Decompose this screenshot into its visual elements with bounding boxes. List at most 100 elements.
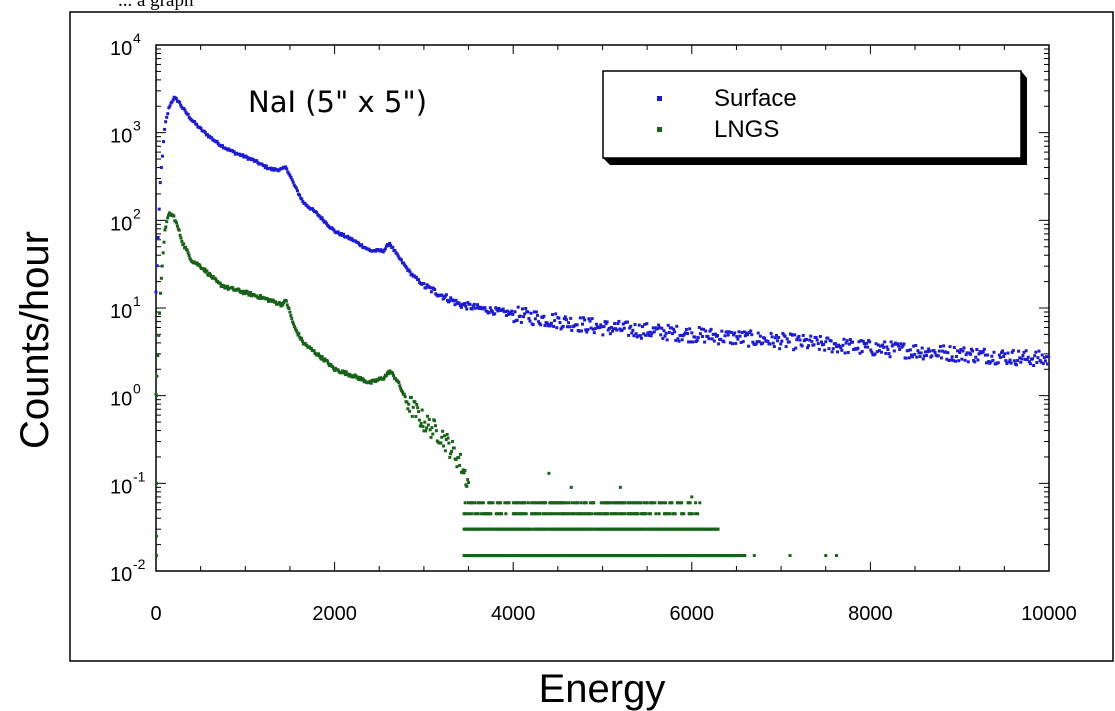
data-point (642, 332, 646, 336)
data-point (178, 233, 182, 237)
data-point (246, 291, 250, 295)
data-point (567, 501, 571, 505)
data-point (881, 343, 885, 347)
data-point (193, 120, 197, 124)
data-point (921, 357, 925, 361)
data-point (501, 307, 505, 311)
data-point (595, 512, 599, 516)
data-point (844, 341, 848, 345)
data-point (289, 176, 293, 180)
data-point (159, 276, 163, 280)
data-point (342, 232, 346, 236)
data-point (567, 321, 571, 325)
data-point (252, 158, 256, 162)
data-point (913, 352, 917, 356)
data-point (292, 325, 296, 329)
y-tick-label-base: 10 (110, 476, 132, 498)
data-point (441, 429, 445, 433)
data-point (725, 330, 729, 334)
data-point (303, 341, 307, 345)
data-point (511, 312, 515, 316)
data-point (445, 298, 449, 302)
data-point (716, 333, 720, 337)
data-point (428, 286, 432, 290)
data-point (578, 316, 582, 320)
data-point (798, 338, 802, 342)
data-point (1046, 362, 1050, 366)
data-point (862, 342, 866, 346)
data-point (384, 244, 388, 248)
data-point (442, 444, 446, 448)
data-point (391, 371, 395, 375)
data-point (788, 554, 792, 558)
data-point (843, 351, 847, 355)
data-point (262, 164, 266, 168)
data-point (516, 305, 520, 309)
data-point (158, 291, 162, 295)
data-point (941, 349, 945, 353)
data-point (690, 495, 694, 499)
data-point (694, 501, 698, 505)
data-point (787, 340, 791, 344)
data-point (418, 424, 422, 428)
data-point (452, 446, 456, 450)
data-point (376, 378, 380, 382)
data-point (505, 309, 509, 313)
data-point (242, 289, 246, 293)
data-point (917, 351, 921, 355)
data-point (449, 296, 453, 300)
data-point (657, 512, 661, 516)
data-point (953, 359, 957, 363)
data-point (831, 347, 835, 351)
data-point (629, 324, 633, 328)
data-point (638, 334, 642, 338)
data-point (285, 167, 289, 171)
data-point (613, 322, 617, 326)
data-point (618, 485, 622, 489)
x-tick-label: 8000 (848, 603, 893, 625)
data-point (422, 282, 426, 286)
data-point (245, 155, 249, 159)
y-tick-label: 10 -1 (110, 468, 146, 498)
data-point (665, 338, 669, 342)
data-point (495, 307, 499, 311)
y-tick-label: 10 4 (110, 30, 141, 60)
data-point (641, 325, 645, 329)
data-point (697, 325, 701, 329)
data-point (286, 170, 290, 174)
data-point (457, 301, 461, 305)
data-point (396, 254, 400, 258)
data-point (439, 441, 443, 445)
data-point (203, 130, 207, 134)
data-point (834, 554, 838, 558)
data-point (426, 423, 430, 427)
data-point (623, 512, 627, 516)
data-point (823, 348, 827, 352)
data-point (450, 439, 454, 443)
data-point (179, 236, 183, 240)
data-point (167, 213, 171, 217)
data-point (569, 485, 573, 489)
data-point (178, 100, 182, 104)
data-point (577, 329, 581, 333)
data-point (457, 456, 461, 460)
data-point (945, 357, 949, 361)
data-point (539, 323, 543, 327)
data-point (982, 347, 986, 351)
data-point (503, 501, 507, 505)
data-point (216, 142, 220, 146)
data-point (859, 339, 863, 343)
data-point (434, 424, 438, 428)
data-point (673, 330, 677, 334)
data-point (950, 355, 954, 359)
data-point (898, 347, 902, 351)
data-point (942, 344, 946, 348)
data-point (333, 368, 337, 372)
data-point (161, 251, 165, 255)
data-point (962, 346, 966, 350)
data-point (779, 342, 783, 346)
data-point (653, 554, 657, 558)
data-point (333, 366, 337, 370)
data-point (869, 348, 873, 352)
data-point (632, 334, 636, 338)
